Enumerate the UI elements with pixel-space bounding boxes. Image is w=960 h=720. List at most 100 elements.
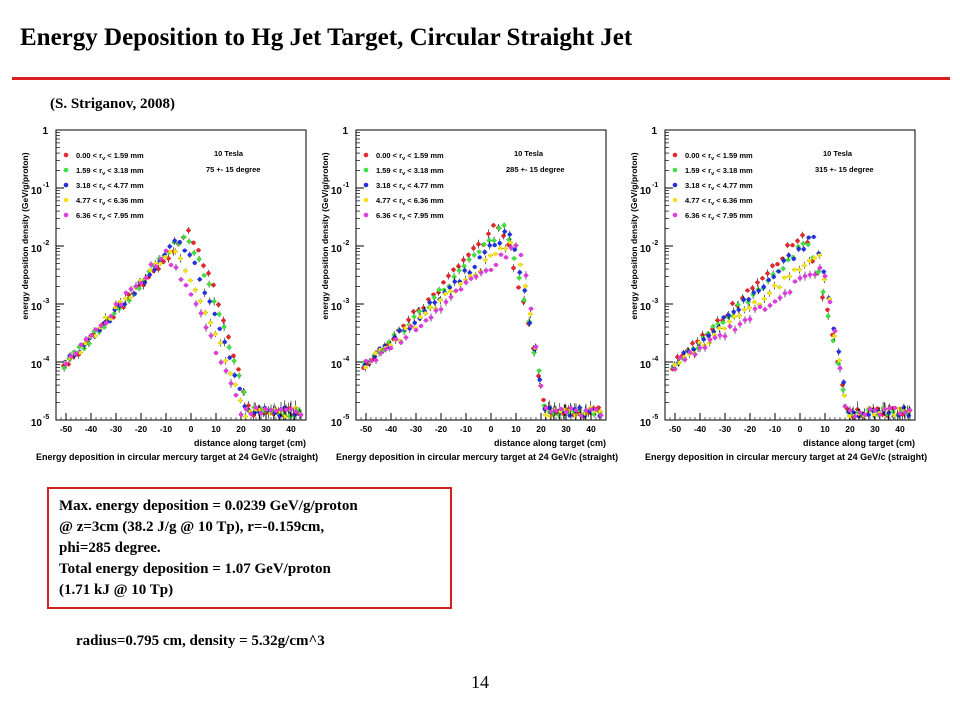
- data-point: [217, 326, 222, 331]
- data-point: [836, 349, 841, 354]
- data-point: [726, 313, 731, 318]
- legend-entry: 3.18 < rv < 4.77 mm: [76, 181, 144, 192]
- data-point: [186, 228, 191, 233]
- data-point: [832, 328, 838, 334]
- legend-marker: [363, 212, 369, 218]
- data-point: [166, 256, 171, 261]
- legend-marker: [672, 197, 678, 203]
- data-point: [137, 286, 142, 291]
- data-point: [507, 232, 512, 237]
- data-point: [488, 253, 493, 258]
- slide-title: Energy Deposition to Hg Jet Target, Circ…: [20, 24, 633, 51]
- data-point: [791, 256, 796, 261]
- data-point: [393, 337, 399, 342]
- data-point: [503, 255, 509, 260]
- data-point: [767, 303, 773, 308]
- data-point: [730, 301, 735, 306]
- data-point: [441, 280, 446, 285]
- data-point: [212, 311, 217, 317]
- legend-entry: 0.00 < rv < 1.59 mm: [76, 151, 144, 162]
- data-point: [132, 291, 137, 296]
- legend-entry: 4.77 < rv < 6.36 mm: [76, 196, 144, 207]
- data-point: [158, 256, 164, 262]
- data-point: [741, 297, 746, 302]
- legend-entry: 6.36 < rv < 7.95 mm: [376, 211, 444, 222]
- legend-marker: [63, 197, 69, 203]
- y-tick-label: 10: [31, 244, 43, 255]
- data-point: [412, 320, 417, 325]
- chart-panel-3: 1 10 -1 10 -2 10 -3 10 -4 10 -5 -50 -40 -30 -20 -10 0 10 2…: [627, 118, 927, 473]
- data-point: [102, 325, 107, 330]
- legend-marker: [63, 212, 69, 218]
- data-point: [83, 341, 88, 346]
- data-point: [721, 315, 726, 320]
- data-point: [781, 258, 786, 263]
- y-tick-exponent: -3: [652, 298, 658, 305]
- data-point: [178, 256, 183, 261]
- chart-panel-1: 1 10 -1 10 -2 10 -3 10 -4 10 -5 -50 -40 -30 -20 -10 0 10 2…: [18, 118, 318, 473]
- data-point: [403, 326, 408, 331]
- data-point: [148, 262, 154, 267]
- data-point: [736, 307, 741, 312]
- data-point: [158, 261, 163, 266]
- info-line-max: Max. energy deposition = 0.0239 GeV/g/pr…: [59, 498, 358, 514]
- data-points: [670, 231, 913, 420]
- y-tick-label: 10: [31, 418, 43, 429]
- y-axis-label: energy deposition density (GeV/g/proton): [20, 152, 30, 319]
- legend-entry: 1.59 < rv < 3.18 mm: [376, 166, 444, 177]
- x-tick-label: 10: [211, 424, 221, 434]
- field-label: 10 Tesla: [514, 149, 544, 158]
- data-point: [567, 413, 572, 418]
- x-tick-label: -20: [135, 424, 148, 434]
- data-point: [872, 408, 878, 413]
- y-tick-exponent: -2: [43, 240, 49, 247]
- x-tick-label: 40: [586, 424, 596, 434]
- data-point: [872, 412, 877, 417]
- data-point: [163, 254, 168, 260]
- data-point: [147, 272, 152, 277]
- data-point: [228, 371, 233, 376]
- x-tick-label: 40: [895, 424, 905, 434]
- results-box: Max. energy deposition = 0.0239 GeV/g/pr…: [47, 487, 452, 609]
- legend-entry: 4.77 < rv < 6.36 mm: [685, 196, 753, 207]
- data-point: [583, 411, 588, 416]
- data-point: [841, 380, 846, 385]
- data-point: [502, 223, 507, 228]
- data-point: [762, 296, 767, 302]
- data-point: [832, 333, 837, 339]
- data-point: [438, 307, 444, 312]
- data-point: [458, 281, 463, 287]
- data-point: [453, 288, 459, 293]
- data-point: [548, 409, 554, 414]
- data-point: [447, 285, 452, 290]
- data-point: [492, 238, 497, 243]
- legend-marker: [672, 167, 678, 173]
- legend-entry: 1.59 < rv < 3.18 mm: [76, 166, 144, 177]
- data-point: [428, 315, 434, 320]
- y-tick-exponent: -2: [652, 240, 658, 247]
- data-point: [178, 277, 184, 282]
- data-point: [770, 263, 775, 268]
- data-point: [811, 234, 816, 240]
- data-point: [513, 243, 519, 248]
- data-point: [193, 301, 199, 307]
- data-point: [598, 413, 604, 418]
- legend-marker: [63, 182, 69, 188]
- data-point: [201, 263, 206, 268]
- data-point: [583, 408, 589, 413]
- data-point: [737, 313, 742, 318]
- data-point: [800, 233, 805, 238]
- data-point: [842, 393, 847, 398]
- legend-marker: [672, 212, 678, 218]
- y-tick-label: 10: [640, 418, 652, 429]
- data-point: [298, 412, 304, 418]
- x-tick-label: 30: [870, 424, 880, 434]
- data-point: [187, 239, 192, 244]
- data-point: [108, 314, 114, 319]
- y-tick-label: 10: [331, 418, 343, 429]
- data-point: [777, 295, 783, 300]
- data-point: [553, 408, 559, 413]
- data-point: [598, 409, 603, 414]
- data-point: [518, 262, 523, 267]
- data-point: [163, 248, 169, 253]
